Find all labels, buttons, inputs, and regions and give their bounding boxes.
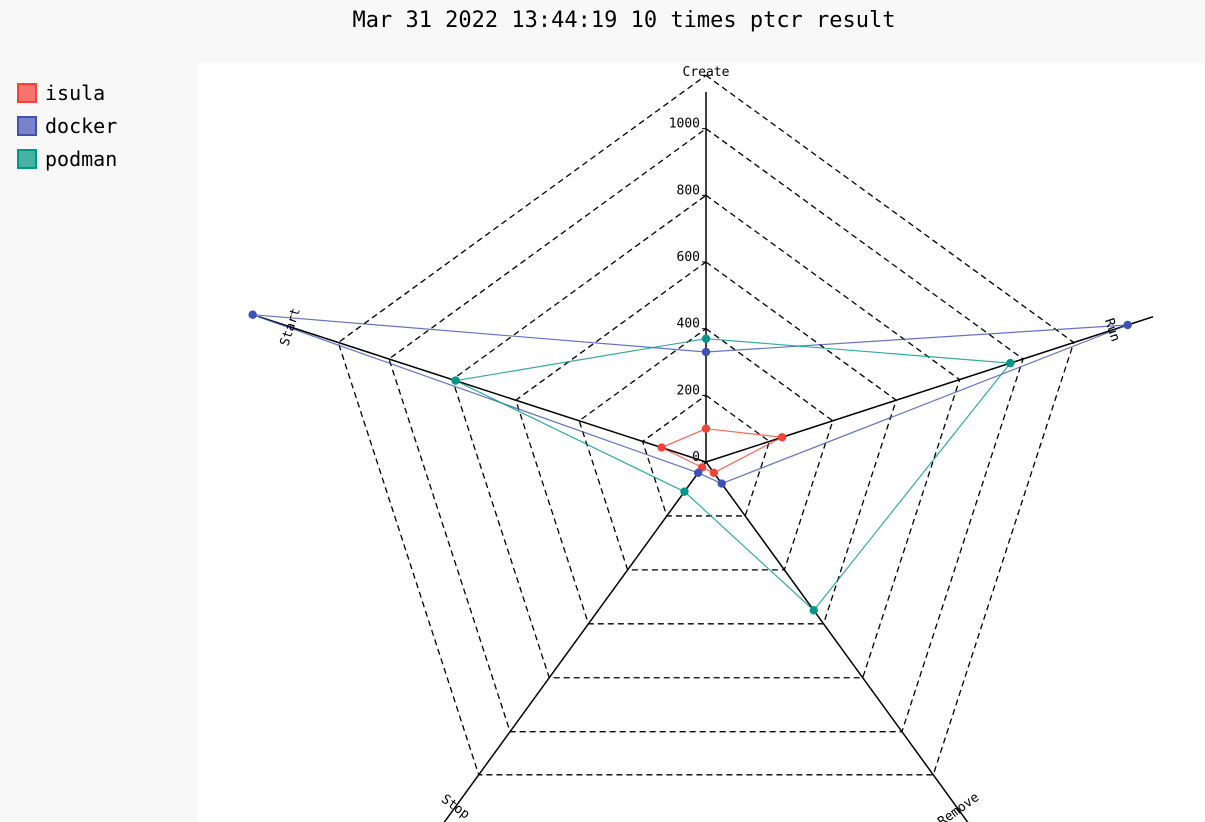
legend-swatch-podman	[17, 148, 37, 169]
grid-ring-2	[515, 261, 897, 625]
axis-label-remove: Remove	[935, 790, 982, 822]
legend: isula docker podman	[17, 76, 117, 175]
axis-line-remove	[705, 461, 969, 822]
r-tick-label: 400	[677, 317, 700, 332]
data-point-podman-stop[interactable]	[680, 487, 689, 496]
grid-ring-1	[578, 327, 834, 571]
r-tick-label: 600	[677, 250, 700, 265]
data-point-isula-remove[interactable]	[709, 468, 719, 477]
legend-item-podman[interactable]: podman	[17, 142, 117, 175]
data-point-docker-run[interactable]	[1123, 320, 1132, 330]
radial-ticks: 0 200 400 600 800 1000	[669, 117, 706, 465]
legend-label-podman: podman	[45, 146, 118, 171]
grid-ring-4	[388, 127, 1024, 733]
data-point-podman-create[interactable]	[701, 334, 711, 343]
data-point-isula-create[interactable]	[701, 424, 711, 433]
r-tick-label: 0	[692, 450, 700, 465]
axis-line-start	[258, 316, 707, 463]
data-point-isula-run[interactable]	[777, 433, 787, 442]
data-point-podman-remove[interactable]	[809, 606, 818, 615]
axis-label-create: Create	[683, 65, 730, 80]
grid-ring-5	[337, 74, 1075, 776]
r-tick-label: 800	[677, 183, 700, 198]
chart-title: Mar 31 2022 13:44:19 10 times ptcr resul…	[352, 8, 896, 33]
legend-label-docker: docker	[45, 113, 118, 138]
legend-swatch-isula	[17, 82, 37, 103]
legend-item-docker[interactable]: docker	[17, 109, 117, 142]
data-point-docker-create[interactable]	[701, 347, 711, 357]
data-point-podman-run[interactable]	[1006, 358, 1015, 368]
grid-ring-0	[641, 394, 771, 517]
legend-item-isula[interactable]: isula	[17, 76, 117, 109]
axis-line-run	[705, 316, 1154, 463]
grid-ring-3	[451, 194, 961, 679]
series-line-docker	[252, 314, 1128, 485]
axis-line-stop	[443, 461, 707, 822]
series-line-podman	[453, 338, 1012, 612]
radar-axes	[258, 92, 1154, 822]
radar-series	[248, 310, 1132, 615]
axis-label-start: Start	[278, 306, 304, 348]
data-point-docker-start[interactable]	[248, 310, 257, 319]
data-point-podman-start[interactable]	[451, 376, 460, 385]
radar-grid	[337, 74, 1075, 776]
r-tick-label: 200	[677, 383, 700, 398]
plot-area	[198, 63, 1205, 822]
legend-swatch-docker	[17, 115, 37, 136]
r-tick-label: 1000	[669, 117, 700, 132]
data-point-docker-remove[interactable]	[717, 479, 726, 488]
legend-label-isula: isula	[45, 80, 106, 105]
data-point-isula-start[interactable]	[657, 443, 666, 452]
axis-label-run: Run	[1101, 317, 1123, 344]
axis-label-stop: Stop	[438, 792, 472, 822]
data-point-docker-stop[interactable]	[693, 468, 703, 477]
series-line-isula	[660, 428, 785, 474]
